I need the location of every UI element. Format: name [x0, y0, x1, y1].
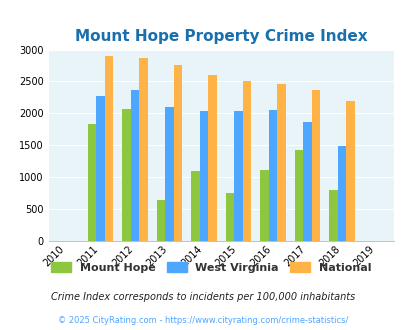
Title: Mount Hope Property Crime Index: Mount Hope Property Crime Index — [75, 29, 367, 44]
Bar — [303, 122, 311, 241]
Bar — [337, 146, 345, 241]
Bar — [345, 101, 354, 241]
Bar — [225, 193, 234, 241]
Bar — [130, 90, 139, 241]
Bar — [294, 150, 303, 241]
Bar — [260, 170, 268, 241]
Bar — [328, 190, 337, 241]
Legend: Mount Hope, West Virginia, National: Mount Hope, West Virginia, National — [46, 258, 375, 278]
Bar — [122, 110, 130, 241]
Bar — [96, 96, 104, 241]
Bar — [87, 123, 96, 241]
Bar — [173, 65, 182, 241]
Bar — [156, 200, 165, 241]
Bar — [234, 112, 242, 241]
Bar — [311, 90, 320, 241]
Bar — [242, 82, 251, 241]
Text: Crime Index corresponds to incidents per 100,000 inhabitants: Crime Index corresponds to incidents per… — [51, 292, 354, 302]
Bar — [268, 110, 277, 241]
Bar — [104, 56, 113, 241]
Bar — [208, 75, 216, 241]
Bar — [139, 58, 147, 241]
Bar — [165, 107, 173, 241]
Text: © 2025 CityRating.com - https://www.cityrating.com/crime-statistics/: © 2025 CityRating.com - https://www.city… — [58, 316, 347, 325]
Bar — [277, 84, 285, 241]
Bar — [191, 171, 199, 241]
Bar — [199, 112, 208, 241]
